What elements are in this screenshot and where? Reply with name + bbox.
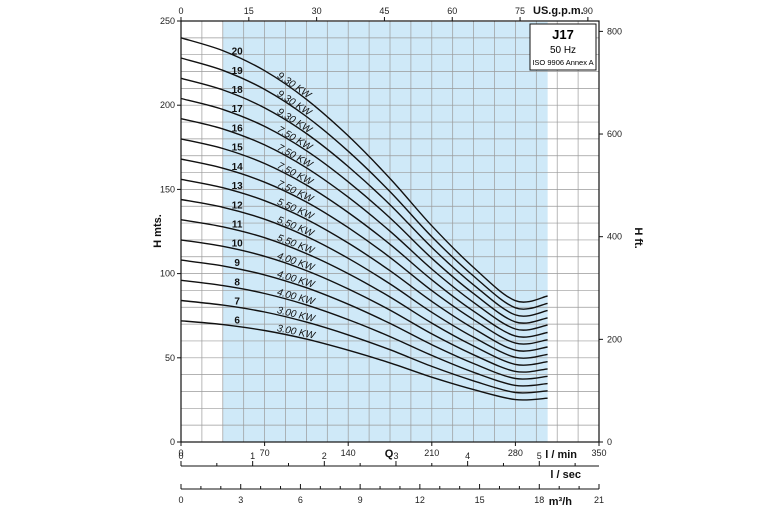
y-left-tick-label: 200 bbox=[160, 100, 175, 110]
m3h-tick-label: 18 bbox=[534, 495, 544, 505]
lsec-tick-label: 1 bbox=[250, 451, 255, 461]
x-gpm-tick-label: 75 bbox=[515, 6, 525, 16]
x-lmin-tick-label: 350 bbox=[591, 448, 606, 458]
stage-label-16: 16 bbox=[232, 123, 244, 134]
stage-label-20: 20 bbox=[232, 47, 244, 58]
lsec-tick-label: 4 bbox=[465, 451, 470, 461]
chart-title: J17 bbox=[552, 27, 574, 42]
y-right-tick-label: 400 bbox=[607, 232, 622, 242]
y-right-tick-label: 0 bbox=[607, 437, 612, 447]
y-right-tick-label: 200 bbox=[607, 334, 622, 344]
chart-standard: ISO 9906 Annex A bbox=[532, 58, 593, 67]
m3h-tick-label: 12 bbox=[415, 495, 425, 505]
y-left-tick-label: 0 bbox=[170, 437, 175, 447]
x-unit-lmin: l / min bbox=[545, 449, 577, 461]
x-unit-lsec: l / sec bbox=[550, 469, 581, 481]
stage-label-9: 9 bbox=[234, 258, 240, 269]
curve-stages-16 bbox=[180, 118, 548, 331]
m3h-tick-label: 0 bbox=[178, 495, 183, 505]
curve-stages-17 bbox=[180, 97, 548, 324]
lsec-tick-label: 5 bbox=[537, 451, 542, 461]
m3h-tick-label: 9 bbox=[358, 495, 363, 505]
operating-range-zone bbox=[222, 22, 548, 442]
curves bbox=[180, 37, 548, 401]
curve-stages-9 bbox=[180, 259, 548, 380]
stage-label-14: 14 bbox=[232, 162, 244, 173]
x-lmin-tick-label: 0 bbox=[178, 448, 183, 458]
y-right-tick-label: 600 bbox=[607, 129, 622, 139]
stage-label-15: 15 bbox=[232, 143, 244, 154]
x-axis-label: Q bbox=[385, 448, 394, 460]
lsec-tick-label: 0 bbox=[178, 451, 183, 461]
x-lmin-tick-label: 210 bbox=[424, 448, 439, 458]
y-left-tick-label: 250 bbox=[160, 16, 175, 26]
legend-box: J17 50 Hz ISO 9906 Annex A bbox=[529, 23, 597, 71]
x-gpm-tick-label: 90 bbox=[583, 6, 593, 16]
chart-subtitle: 50 Hz bbox=[550, 45, 576, 56]
curve-stages-13 bbox=[180, 178, 548, 352]
curve-stages-11 bbox=[180, 219, 548, 366]
x-lmin-tick-label: 140 bbox=[341, 448, 356, 458]
x-unit-m3h: m³/h bbox=[549, 496, 573, 508]
curve-stages-20 bbox=[180, 37, 548, 303]
x-gpm-tick-label: 45 bbox=[379, 6, 389, 16]
stage-label-6: 6 bbox=[234, 316, 240, 327]
curve-stages-8 bbox=[180, 279, 548, 387]
m3h-tick-label: 15 bbox=[475, 495, 485, 505]
y-left-tick-label: 50 bbox=[165, 353, 175, 363]
stage-label-17: 17 bbox=[232, 104, 244, 115]
y-left-tick-label: 100 bbox=[160, 269, 175, 279]
curve-stages-14 bbox=[180, 158, 548, 345]
y-axis-right-label: H ft. bbox=[632, 227, 644, 248]
lsec-tick-label: 2 bbox=[322, 451, 327, 461]
stage-label-19: 19 bbox=[232, 66, 244, 77]
curve-stages-15 bbox=[180, 138, 548, 338]
curve-stages-18 bbox=[180, 77, 548, 317]
m3h-tick-label: 3 bbox=[238, 495, 243, 505]
curve-stages-6 bbox=[180, 320, 548, 401]
m3h-tick-label: 21 bbox=[594, 495, 604, 505]
curve-stages-7 bbox=[180, 299, 548, 394]
stage-label-7: 7 bbox=[234, 296, 240, 307]
x-gpm-tick-label: 0 bbox=[178, 6, 183, 16]
plot-frame bbox=[180, 20, 600, 443]
stage-label-13: 13 bbox=[232, 181, 244, 192]
x-gpm-tick-label: 60 bbox=[447, 6, 457, 16]
lsec-tick-label: 3 bbox=[393, 451, 398, 461]
curve-stages-12 bbox=[180, 198, 548, 359]
y-right-tick-label: 800 bbox=[607, 26, 622, 36]
x-lmin-tick-label: 280 bbox=[508, 448, 523, 458]
stage-label-8: 8 bbox=[234, 277, 240, 288]
y-left-tick-label: 150 bbox=[160, 184, 175, 194]
stage-label-12: 12 bbox=[232, 200, 244, 211]
x-gpm-tick-label: 30 bbox=[312, 6, 322, 16]
x-lmin-tick-label: 70 bbox=[260, 448, 270, 458]
curve-stages-19 bbox=[180, 57, 548, 310]
stage-label-18: 18 bbox=[232, 85, 244, 96]
x-unit-gpm: US.g.p.m. bbox=[533, 5, 584, 17]
x-gpm-tick-label: 15 bbox=[244, 6, 254, 16]
stage-label-11: 11 bbox=[232, 220, 243, 231]
curve-stages-10 bbox=[180, 239, 548, 373]
y-axis-left-label: H mts. bbox=[152, 214, 164, 248]
stage-label-10: 10 bbox=[232, 239, 244, 250]
m3h-tick-label: 6 bbox=[298, 495, 303, 505]
